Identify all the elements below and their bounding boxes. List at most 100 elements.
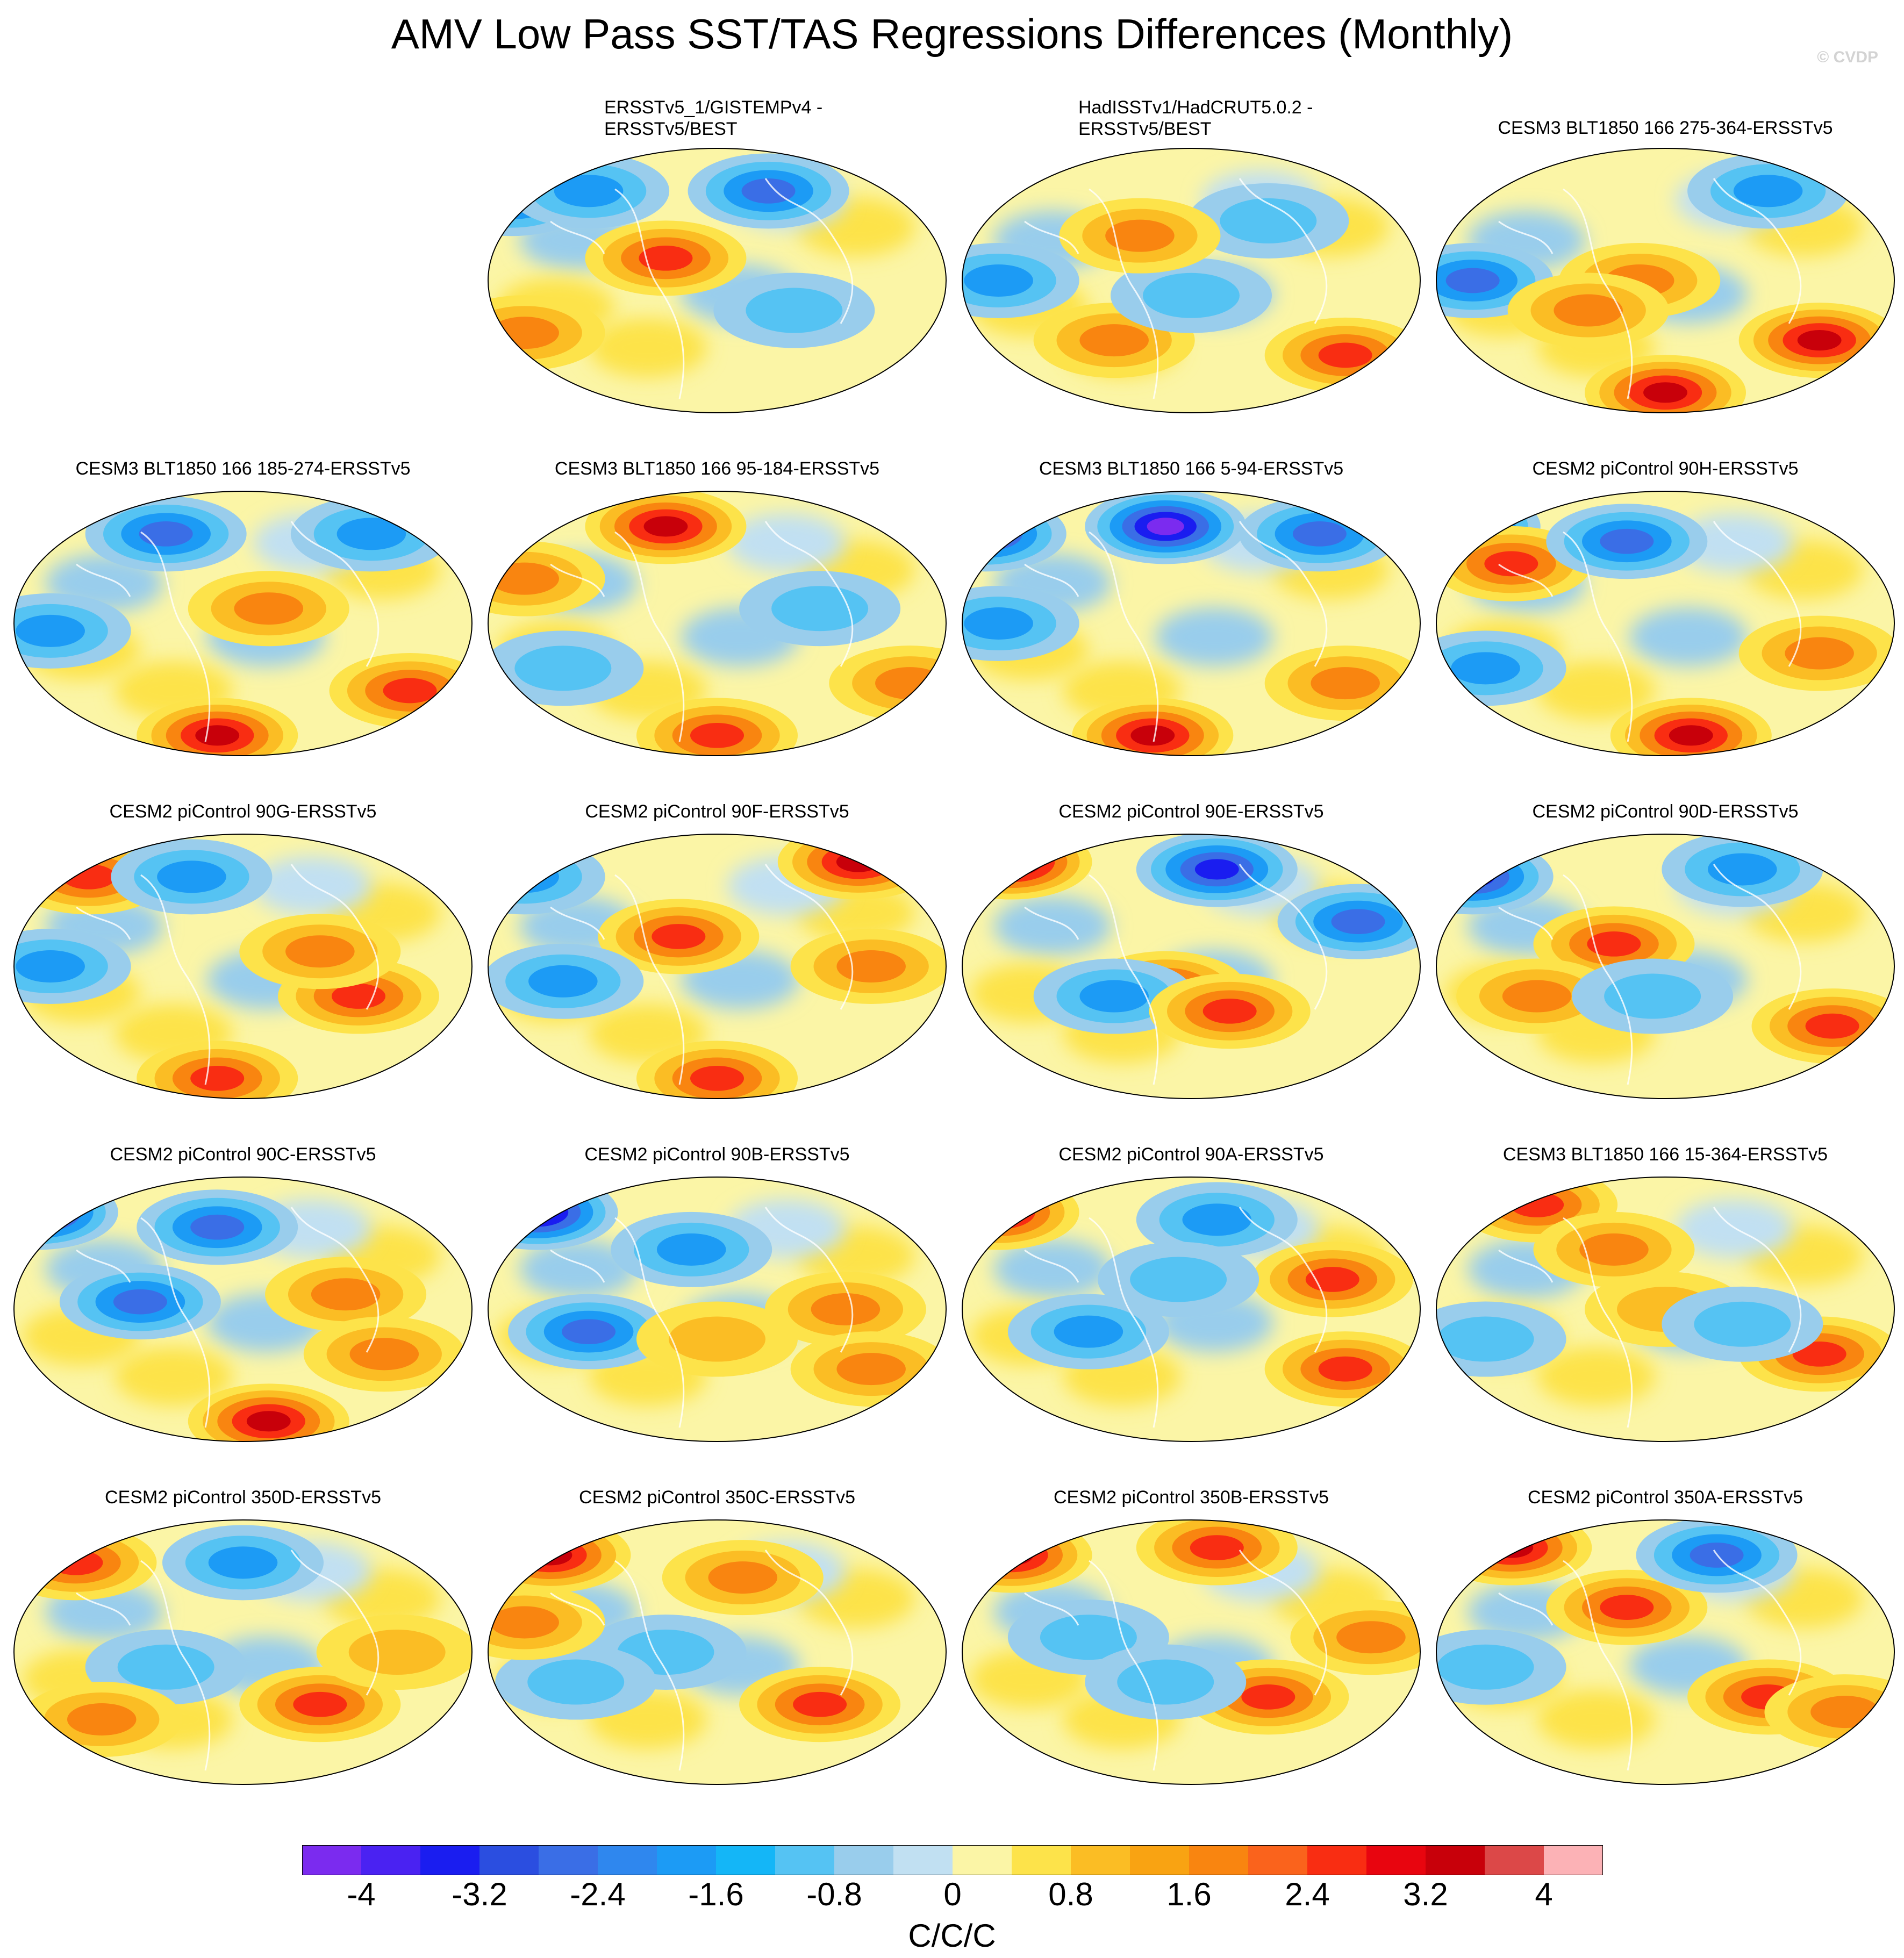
anomaly-contour <box>1190 1535 1244 1560</box>
colorbar-tick-label: 0 <box>943 1876 962 1912</box>
regression-map <box>13 834 473 1099</box>
anomaly-contour <box>656 1233 726 1266</box>
anomaly-contour <box>1484 551 1538 577</box>
colorbar-bin <box>598 1845 657 1875</box>
colorbar-bin <box>1366 1845 1426 1875</box>
colorbar-tick-label: -1.6 <box>688 1876 744 1912</box>
coastline <box>76 1207 380 1428</box>
anomaly-contour <box>285 935 355 968</box>
coastline <box>1498 178 1802 399</box>
map-outline <box>488 834 947 1099</box>
coastline <box>76 1550 380 1771</box>
anomaly-contour <box>1105 219 1175 252</box>
anomaly-contour <box>1130 725 1175 746</box>
coastline <box>1498 864 1802 1085</box>
panel-title: CESM2 piControl 90D-ERSSTv5 <box>1532 801 1799 822</box>
background-field <box>114 1347 233 1406</box>
anomaly-contour <box>16 614 85 647</box>
anomaly-contour <box>195 725 240 746</box>
anomaly-contour <box>1117 1659 1214 1705</box>
anomaly-contour <box>513 1538 587 1573</box>
anomaly-contour <box>1311 667 1380 700</box>
map-outline <box>962 1177 1421 1442</box>
anomaly-contour <box>968 841 1055 883</box>
anomaly-contour <box>741 178 796 204</box>
map-outline <box>488 491 947 756</box>
panel-title: CESM2 piControl 90H-ERSSTv5 <box>1532 458 1799 479</box>
anomaly-contour <box>19 1203 56 1221</box>
map-outline <box>13 834 473 1099</box>
background-field <box>1155 607 1273 666</box>
anomaly-contour <box>246 1411 291 1432</box>
panel-title: CESM3 BLT1850 166 275-364-ERSSTv5 <box>1498 118 1833 138</box>
regression-map <box>13 1519 473 1785</box>
map-outline <box>962 148 1421 413</box>
anomaly-contour <box>1305 1267 1359 1292</box>
anomaly-contour <box>562 1319 616 1344</box>
panel-title: CESM2 piControl 350D-ERSSTv5 <box>105 1487 381 1508</box>
anomaly-contour <box>1785 637 1854 670</box>
colorbar-tick-label: 2.4 <box>1285 1876 1330 1912</box>
anomaly-contour <box>1441 518 1479 535</box>
anomaly-contour <box>1336 1621 1406 1654</box>
colorbar-bin <box>1071 1845 1130 1875</box>
panel-title: CESM3 BLT1850 166 185-274-ERSSTv5 <box>75 458 411 479</box>
anomaly-contour <box>1502 980 1572 1013</box>
anomaly-contour <box>528 965 598 998</box>
background-field <box>519 1239 638 1299</box>
coastline <box>1024 864 1328 1085</box>
panel-title: ERSSTv5_1/GISTEMPv4 - ERSSTv5/BEST <box>604 97 1088 140</box>
anomaly-contour <box>1579 1233 1649 1266</box>
map-outline <box>13 491 473 756</box>
coastline <box>1024 178 1328 399</box>
anomaly-contour <box>337 518 406 550</box>
panel-title: CESM2 piControl 350B-ERSSTv5 <box>1053 1487 1329 1508</box>
anomaly-contour <box>14 1197 69 1227</box>
colorbar-bin <box>775 1845 834 1875</box>
anomaly-contour <box>1182 1203 1252 1236</box>
anomaly-contour <box>1318 1356 1372 1382</box>
colorbar-tick-label: -0.8 <box>806 1876 862 1912</box>
anomaly-contour <box>1220 198 1317 243</box>
regression-map <box>1436 491 1895 756</box>
map-outline <box>488 1177 947 1442</box>
anomaly-contour <box>506 1197 569 1227</box>
copyright-text: © CVDP <box>1817 48 1878 66</box>
anomaly-contour <box>1451 652 1520 685</box>
anomaly-contour <box>1292 521 1347 547</box>
anomaly-contour <box>652 924 706 949</box>
anomaly-contour <box>1669 725 1713 746</box>
map-outline <box>962 834 1421 1099</box>
panel-title-line: ERSSTv5_1/GISTEMPv4 - <box>604 97 823 118</box>
background-field <box>589 318 707 377</box>
map-outline <box>13 1177 473 1442</box>
regression-map <box>488 834 947 1099</box>
colorbar-bin <box>1012 1845 1071 1875</box>
colorbar-bin <box>1189 1845 1248 1875</box>
anomaly-contour <box>1436 512 1491 541</box>
regression-map <box>962 1177 1421 1442</box>
map-outline <box>962 1519 1421 1785</box>
anomaly-contour <box>811 1293 881 1325</box>
colorbar-tick-label: 4 <box>1535 1876 1553 1912</box>
colorbar-bin <box>1307 1845 1366 1875</box>
panel-title: CESM3 BLT1850 166 5-94-ERSSTv5 <box>1039 458 1344 479</box>
regression-map <box>962 1519 1421 1785</box>
anomaly-contour <box>975 1538 1048 1573</box>
coastline <box>550 1550 854 1771</box>
panel-title: CESM3 BLT1850 166 95-184-ERSSTv5 <box>554 458 880 479</box>
colorbar-bin <box>539 1845 598 1875</box>
anomaly-contour <box>639 246 693 271</box>
anomaly-contour <box>964 607 1033 640</box>
anomaly-contour <box>293 1691 347 1717</box>
background-field <box>1537 661 1655 720</box>
anomaly-contour <box>1437 1644 1534 1690</box>
colorbar-bin <box>716 1845 775 1875</box>
anomaly-contour <box>67 1703 137 1735</box>
colorbar-tick-label: 1.6 <box>1166 1876 1212 1912</box>
anomaly-contour <box>1604 973 1701 1019</box>
colorbar-bin <box>657 1845 716 1875</box>
colorbar-bin <box>1544 1845 1603 1875</box>
anomaly-contour <box>1079 324 1149 357</box>
anomaly-contour <box>1450 866 1495 887</box>
